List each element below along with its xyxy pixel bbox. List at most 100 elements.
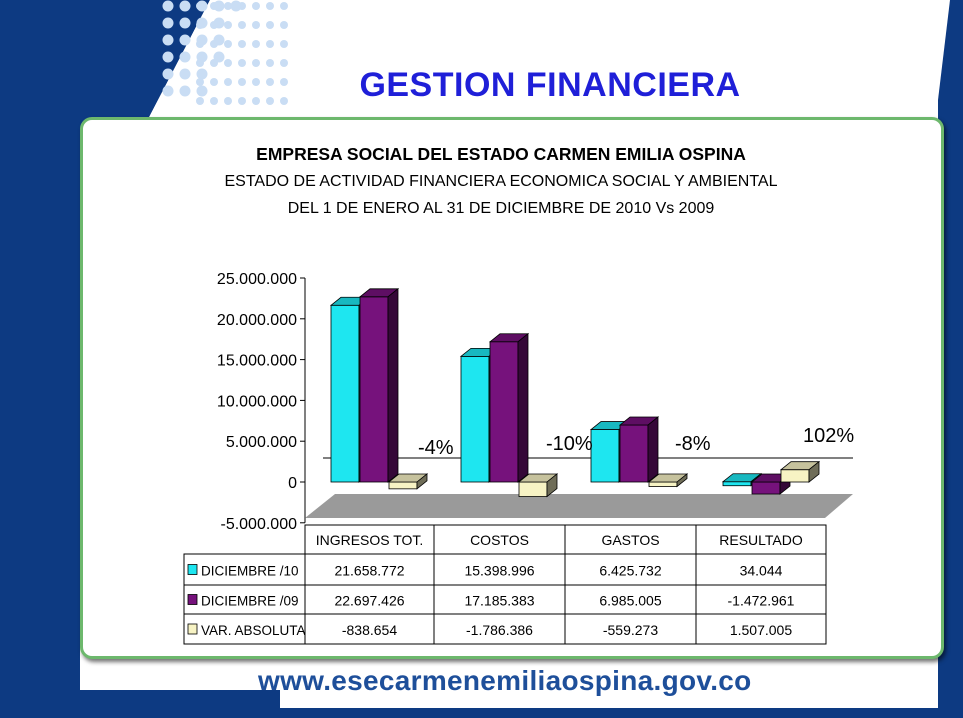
table-cell <box>304 584 435 615</box>
dot <box>238 40 246 48</box>
y-tick-label: 10.000.000 <box>217 393 297 410</box>
dot <box>213 0 225 12</box>
bar-side <box>808 460 820 483</box>
legend-swatch <box>187 594 198 605</box>
bar-side <box>416 473 428 490</box>
bar <box>780 469 810 483</box>
dot <box>179 68 191 80</box>
table-header-cell <box>433 524 566 555</box>
left-band <box>0 0 210 718</box>
table-cell-value: 1.507.005 <box>730 622 792 638</box>
table-cell <box>695 613 827 645</box>
dot <box>224 97 232 105</box>
table-header-cell <box>695 524 827 555</box>
dot <box>196 0 208 12</box>
table-cell <box>564 553 697 586</box>
dot <box>213 51 225 63</box>
table-column-header: GASTOS <box>601 532 659 548</box>
dot <box>162 51 174 63</box>
dot <box>280 59 288 67</box>
bar <box>460 355 490 483</box>
table-column-header: RESULTADO <box>719 532 803 548</box>
table-cell-value: -559.273 <box>603 622 658 638</box>
dot <box>238 78 246 86</box>
dot <box>280 40 288 48</box>
bar <box>388 481 418 490</box>
table-cell-value: 22.697.426 <box>334 593 404 609</box>
table-row-label-cell <box>183 613 306 645</box>
dot <box>179 51 191 63</box>
chart-subtitle-line-1: ESTADO DE ACTIVIDAD FINANCIERA ECONOMICA… <box>224 173 777 190</box>
percent-annotation: 102% <box>803 425 854 447</box>
table-cell <box>695 553 827 586</box>
dot <box>196 85 208 97</box>
percent-annotation: -10% <box>546 433 593 455</box>
floor-plane <box>305 494 853 518</box>
table-column-header: COSTOS <box>470 532 529 548</box>
dot <box>252 21 260 29</box>
legend-series-name: DICIEMBRE /09 <box>201 594 299 609</box>
dot <box>252 40 260 48</box>
dot <box>196 51 208 63</box>
chart-floor <box>305 457 853 518</box>
dot <box>252 59 260 67</box>
percent-annotation: -4% <box>418 437 454 459</box>
dot <box>238 21 246 29</box>
dot <box>196 68 208 80</box>
y-tick-label: 25.000.000 <box>217 271 297 288</box>
dot <box>224 78 232 86</box>
dot <box>238 97 246 105</box>
table-cell <box>564 613 697 645</box>
legend-series-name: DICIEMBRE /10 <box>201 564 299 579</box>
bar-side <box>647 416 659 483</box>
y-tick-label: 15.000.000 <box>217 353 297 370</box>
bar-side <box>676 473 688 488</box>
dot <box>213 17 225 29</box>
footer-url: www.esecarmenemiliaospina.gov.co <box>258 665 752 696</box>
dot <box>179 85 191 97</box>
table-row-label-cell <box>183 584 306 615</box>
dot <box>179 17 191 29</box>
dot <box>210 78 218 86</box>
slide-title-text: GESTION FINANCIERA <box>359 66 741 104</box>
dot <box>266 59 274 67</box>
dot <box>210 97 218 105</box>
dot <box>224 59 232 67</box>
dot <box>266 2 274 10</box>
bar <box>330 304 360 483</box>
bar <box>359 296 389 483</box>
table-cell-value: -838.654 <box>342 622 397 638</box>
dot <box>252 78 260 86</box>
legend-swatch <box>187 564 198 575</box>
table-cell-value: -1.472.961 <box>728 593 795 609</box>
dot <box>162 85 174 97</box>
dot <box>266 78 274 86</box>
data-table: INGRESOS TOT. COSTOS GASTOS RESULTADO DICIEM… <box>183 524 827 645</box>
dot <box>162 34 174 46</box>
dot <box>162 68 174 80</box>
dot <box>280 78 288 86</box>
bar-side <box>387 287 399 483</box>
annotations: -4% -10% -8% 102% <box>418 425 854 459</box>
y-tick-label: 20.000.000 <box>217 312 297 329</box>
table-cell-value: 6.985.005 <box>599 593 661 609</box>
table-header-cell <box>304 524 435 555</box>
right-band <box>938 0 963 718</box>
dot <box>224 40 232 48</box>
dot <box>252 97 260 105</box>
y-axis: 25.000.000 20.000.000 15.000.000 10.000.000… <box>217 271 306 533</box>
dot <box>162 17 174 29</box>
bars-group <box>329 287 821 498</box>
dot <box>252 2 260 10</box>
dot <box>162 0 174 12</box>
bar-side <box>546 473 558 498</box>
table-cell <box>433 553 566 586</box>
dot <box>280 2 288 10</box>
table-cell <box>695 584 827 615</box>
bar <box>751 481 781 495</box>
y-tick-label: -5.000.000 <box>220 516 297 533</box>
table-cell <box>433 613 566 645</box>
dot <box>213 34 225 46</box>
dot <box>280 97 288 105</box>
table-cell-value: 17.185.383 <box>464 593 534 609</box>
